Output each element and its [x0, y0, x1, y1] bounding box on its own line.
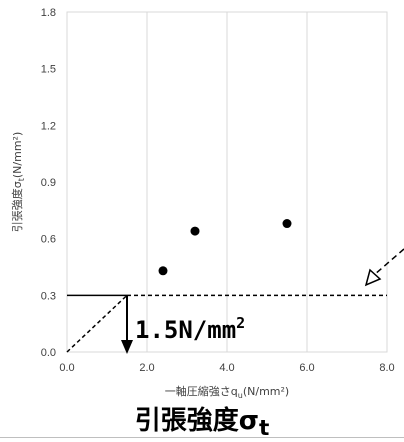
threshold-annotation-sup: 2 [236, 314, 245, 332]
pointer-arrow-shaft [373, 248, 404, 276]
plot-area-frame [66, 11, 388, 353]
y-tick-label: 1.2 [41, 120, 56, 132]
y-tick-label: 0.6 [41, 234, 56, 246]
data-point [282, 219, 292, 229]
y-axis-title-main: 引張強度σ [10, 181, 24, 232]
data-points [158, 219, 292, 276]
y-tick-label: 0.9 [41, 177, 56, 189]
x-axis-title-main: 一軸圧縮強さq [165, 384, 238, 398]
caption-sub: t [258, 416, 270, 442]
figure-caption: 引張強度σt [0, 400, 404, 441]
grid-lines [66, 12, 388, 353]
x-axis-title-unit: (N/mm²) [243, 385, 289, 398]
threshold-annotation: 1.5N/mm2 [135, 314, 245, 344]
footer-divider [0, 437, 404, 438]
y-tick-labels: 0.0 0.3 0.6 0.9 1.2 1.5 1.8 [41, 7, 56, 359]
y-tick-label: 1.8 [41, 7, 56, 19]
data-point [158, 266, 168, 276]
y-tick-label: 0.0 [41, 347, 56, 359]
x-tick-label: 0.0 [59, 362, 74, 374]
y-tick-label: 1.5 [41, 64, 56, 76]
data-point [190, 226, 200, 236]
threshold-annotation-value: 1.5N/mm [135, 316, 236, 344]
x-tick-label: 6.0 [299, 362, 314, 374]
x-axis-title-sub: u [238, 391, 243, 400]
down-arrow-head [121, 340, 133, 354]
y-tick-label: 0.3 [41, 290, 56, 302]
x-tick-label: 4.0 [219, 362, 234, 374]
x-tick-labels: 0.0 2.0 4.0 6.0 8.0 [59, 362, 394, 374]
x-tick-label: 8.0 [379, 362, 394, 374]
y-axis-title-unit: (N/mm²) [11, 132, 24, 178]
reference-segment [66, 294, 128, 353]
caption-main: 引張強度σ [134, 406, 259, 436]
y-axis-title: 引張強度σt(N/mm²) [10, 132, 26, 232]
scatter-chart: 0.0 0.3 0.6 0.9 1.2 1.5 1.8 0.0 2.0 4.0 6.0 8.0 引張… [10, 7, 404, 400]
pointer-arrow-head [364, 268, 382, 287]
x-tick-label: 2.0 [139, 362, 154, 374]
annotation-overlay [66, 248, 404, 354]
x-axis-title: 一軸圧縮強さqu(N/mm²) [165, 384, 289, 400]
y-axis-title-sub: t [17, 178, 26, 181]
